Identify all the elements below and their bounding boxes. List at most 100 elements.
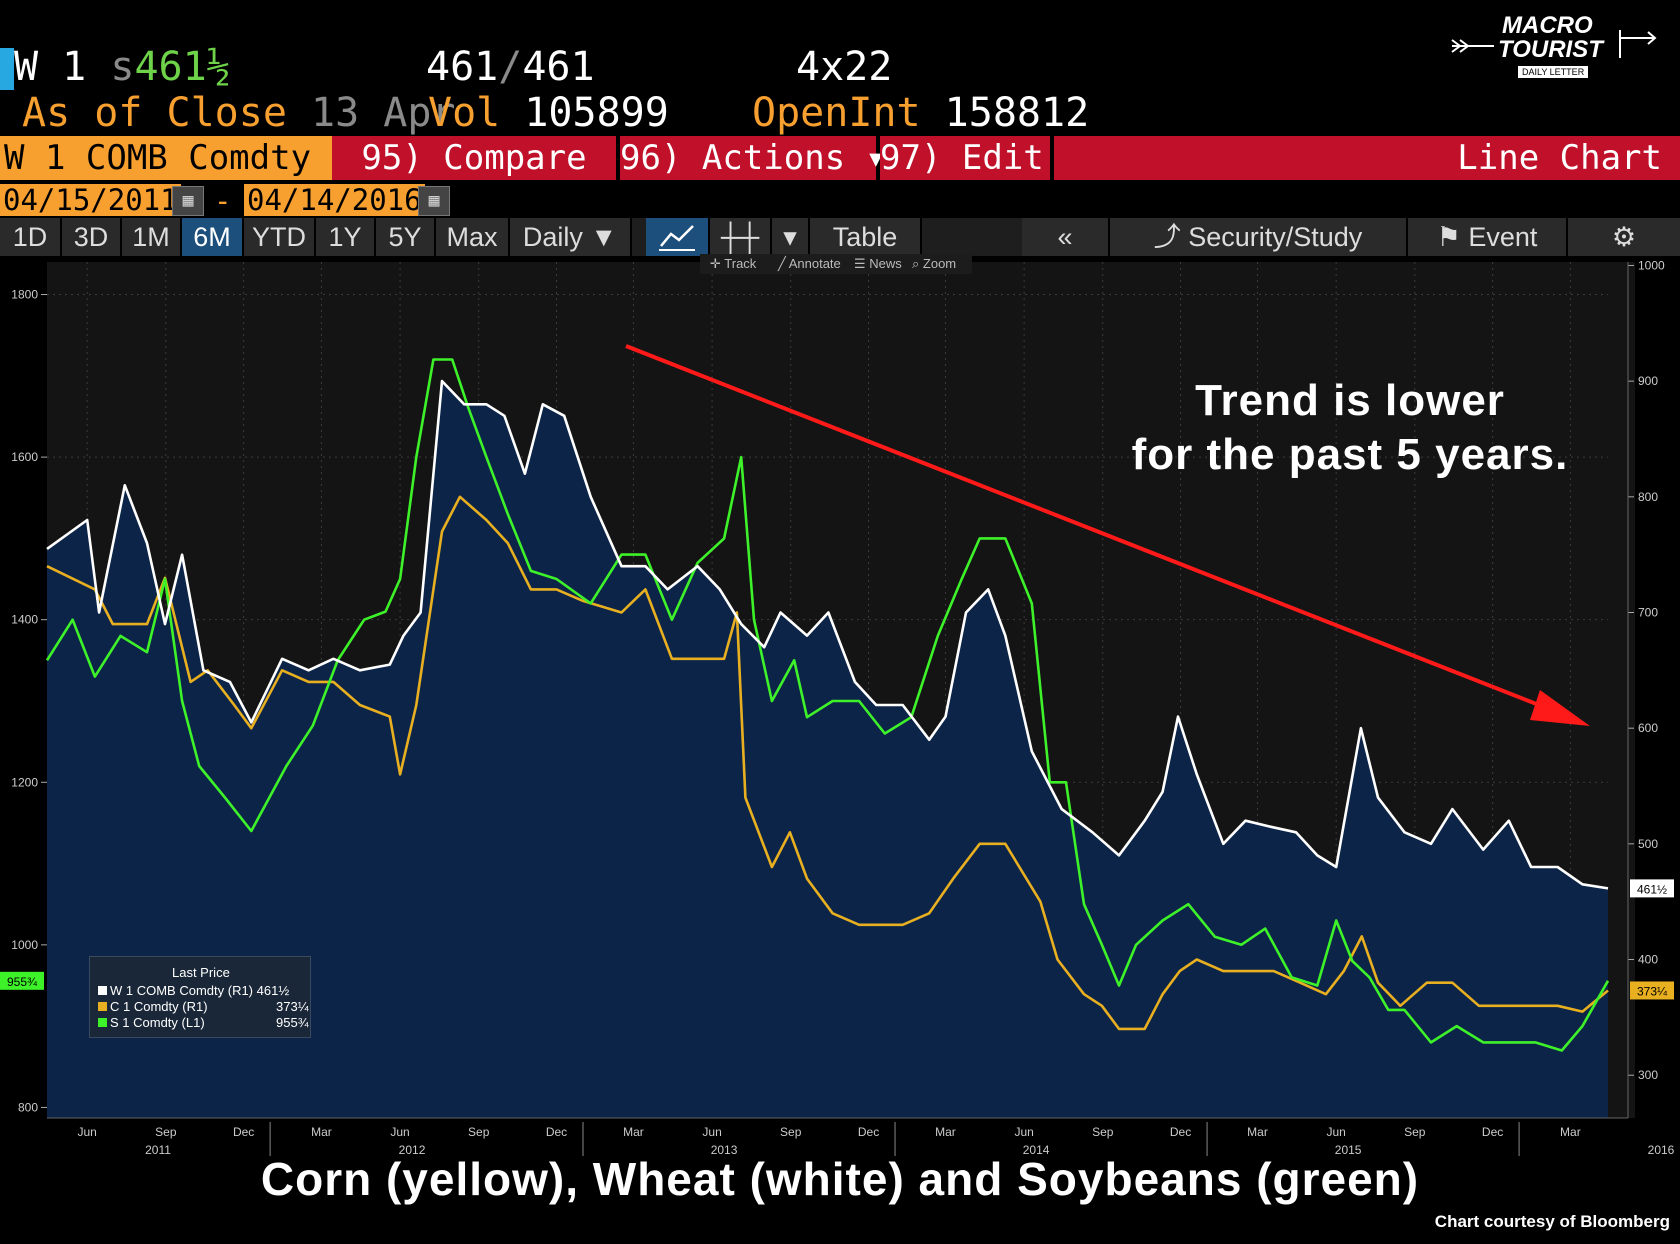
chart-toolbar: 1D 3D 1M 6M YTD 1Y 5Y Max Daily ▼ ┼┼ ▾ T… [0,218,1680,256]
vol-label: Vol [428,90,501,136]
last-price: 461½ [134,44,231,90]
compare-button[interactable]: 95) Compare [332,136,616,180]
month-tick-label: Mar [1560,1125,1581,1139]
last-tag-bg [0,971,44,990]
month-tick-label: Mar [935,1125,956,1139]
period-ytd[interactable]: YTD [244,218,316,256]
vol-value: 105899 [524,90,669,136]
legend-value: 373¼ [276,999,309,1014]
trend-annotation-line-2: for the past 5 years. [1131,430,1569,479]
period-3d[interactable]: 3D [62,218,122,256]
trend-annotation-line-1: Trend is lower [1195,376,1505,425]
security-study-button[interactable]: ⤴ Security/Study [1110,218,1408,256]
annotate-label: Annotate [788,256,841,271]
month-tick-label: Dec [546,1125,567,1139]
last-tag-text: 373¼ [1637,984,1668,998]
legend-row-wheat: W 1 COMB Comdty (R1) 461½ [98,983,289,999]
back-button[interactable]: « [1022,218,1110,256]
logo-line-3: DAILY LETTER [1518,66,1589,78]
month-tick-label: Sep [780,1125,802,1139]
as-of-date: 13 Apr [311,90,456,136]
table-button[interactable]: Table [810,218,922,256]
logo-line-1: MACRO [1502,12,1593,39]
last-tag-text: 955¾ [7,975,38,989]
size: 4x22 [796,44,893,90]
flag-icon: ⚑ [1436,222,1461,252]
series-line-c [46,495,1609,1031]
month-tick-label: Jun [390,1125,409,1139]
month-tick-label: Sep [1092,1125,1114,1139]
news-tool[interactable]: ☰ News [854,256,902,271]
legend-value: 955¾ [276,1015,309,1030]
logo-graphic [1451,30,1657,58]
event-button[interactable]: ⚑ Event [1408,218,1568,256]
month-tick-label: Dec [1170,1125,1191,1139]
legend-value: 461½ [256,983,290,998]
oi-label: OpenInt [752,90,921,136]
month-tick-label: Mar [1247,1125,1268,1139]
series-line-s [45,358,1610,1052]
period-max[interactable]: Max [436,218,510,256]
month-tick-label: Sep [468,1125,490,1139]
month-tick-label: Mar [623,1125,644,1139]
period-5y[interactable]: 5Y [376,218,436,256]
legend-label: S 1 Comdty (L1) [110,1015,205,1030]
month-tick-label: Jun [1326,1125,1345,1139]
month-tick-label: Sep [155,1125,177,1139]
month-tick-label: Jun [702,1125,721,1139]
gear-icon[interactable]: ⚙ [1568,218,1680,256]
period-6m[interactable]: 6M [182,218,244,256]
month-tick-label: Mar [311,1125,332,1139]
right-tick-label: 300 [1638,1068,1658,1082]
macro-tourist-logo: MACRO TOURIST DAILY LETTER [1450,12,1670,88]
command-bar: W 1 COMB Comdty 95) Compare 96) Actions … [0,136,1680,180]
right-tick-label: 1000 [1638,258,1665,272]
calendar-icon[interactable]: ▦ [172,186,204,216]
open-interest: OpenInt 158812 [752,90,1089,136]
ticker: W 1 [14,44,87,90]
annotate-tool[interactable]: ╱ Annotate [778,256,841,271]
last-prefix: s [110,44,135,90]
bar-chart-icon[interactable]: ┼┼ [710,218,772,256]
last-tag-text: 461½ [1637,882,1667,896]
year-tick-label: 2012 [399,1143,426,1157]
line-chart-glyph [659,225,695,251]
zoom-label: Zoom [922,256,957,271]
period-1m[interactable]: 1M [122,218,182,256]
calendar-icon[interactable]: ▦ [418,186,450,216]
year-tick-label: 2011 [145,1143,171,1157]
zoom-tool[interactable]: ⌕ Zoom [912,256,957,271]
line-chart-icon[interactable] [646,218,710,256]
frequency-dropdown[interactable]: Daily ▼ [510,218,632,256]
chart-type-label[interactable]: Line Chart [1054,136,1680,180]
credit-text: Chart courtesy of Bloomberg [1434,1212,1670,1231]
edit-button[interactable]: 97) Edit ▾ [880,136,1085,180]
right-tick-label: 700 [1638,605,1658,619]
start-date-field[interactable]: 04/15/2011 [0,184,181,216]
as-of-label: As of Close [22,90,287,136]
bid: 461 [426,44,499,90]
month-tick-label: Dec [858,1125,879,1139]
security-field[interactable]: W 1 COMB Comdty [0,136,334,180]
year-tick-label: 2016 [1648,1143,1675,1157]
period-1y[interactable]: 1Y [316,218,376,256]
legend-swatch [98,986,107,995]
left-tick-label: 1400 [11,613,38,627]
month-tick-label: Jun [77,1125,96,1139]
year-tick-label: 2015 [1335,1143,1362,1157]
period-1d[interactable]: 1D [0,218,62,256]
right-tick-label: 600 [1638,721,1658,735]
chevron-down-icon[interactable]: ▾ [772,218,810,256]
track-tool[interactable]: ✛ Track [710,256,757,271]
end-date-field[interactable]: 04/14/2016 [244,184,425,216]
oi-value: 158812 [944,90,1090,136]
legend-title: Last Price [172,965,230,980]
bid-ask: 461/461 [426,44,595,90]
month-tick-label: Sep [1404,1125,1426,1139]
axes: 800 1000 1200 1400 1600 1800 300 400 500 600 700 80… [0,258,1675,1157]
left-tick-label: 1600 [11,450,38,464]
input-cursor [0,48,14,90]
logo-line-2: TOURIST [1498,36,1603,63]
actions-button[interactable]: 96) Actions ▾ [620,136,887,180]
event-label: Event [1468,222,1538,252]
